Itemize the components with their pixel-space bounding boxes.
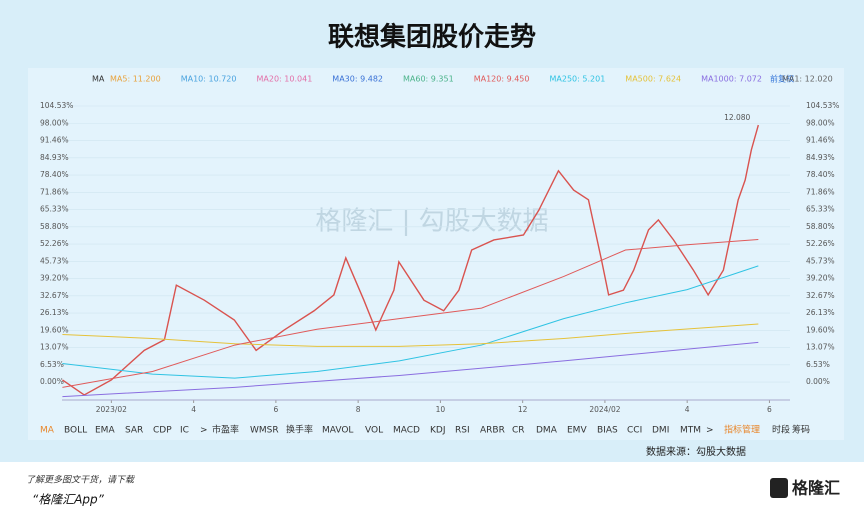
y-tick-label-right: 52.26%	[806, 239, 835, 248]
y-tick-label-right: 19.60%	[806, 325, 835, 334]
y-tick-label: 26.13%	[40, 308, 69, 317]
y-tick-label-right: 26.13%	[806, 308, 835, 317]
y-tick-label: 65.33%	[40, 205, 69, 214]
indicator-tab[interactable]: MTM	[680, 426, 701, 436]
y-tick-label-right: 6.53%	[806, 360, 830, 369]
y-tick-label-right: 65.33%	[806, 205, 835, 214]
indicator-tab[interactable]: RSI	[455, 426, 470, 436]
indicator-tab[interactable]: CDP	[153, 426, 172, 436]
legend-item: MA5: 11.200	[110, 75, 161, 84]
y-tick-label: 104.53%	[40, 101, 73, 110]
y-tick-label-right: 58.80%	[806, 222, 835, 231]
y-tick-label-right: 104.53%	[806, 101, 839, 110]
indicator-tab[interactable]: EMV	[567, 426, 587, 436]
legend-item: MA20: 10.041	[257, 75, 313, 84]
y-tick-label-right: 0.00%	[806, 377, 830, 386]
legend-label: MA	[92, 75, 105, 84]
y-tick-label: 32.67%	[40, 291, 69, 300]
y-tick-label-right: 39.20%	[806, 274, 835, 283]
legend-item: MA120: 9.450	[474, 75, 530, 84]
indicator-tab[interactable]: CCI	[627, 426, 642, 436]
indicator-tab[interactable]: 市盈率	[212, 424, 239, 436]
y-tick-label: 84.93%	[40, 153, 69, 162]
legend-item: MA30: 9.482	[332, 75, 383, 84]
indicator-tab[interactable]: 换手率	[286, 424, 313, 436]
ma-line	[62, 323, 759, 347]
ma-line	[62, 341, 759, 398]
indicator-tab[interactable]: CR	[512, 426, 525, 436]
footer-app: “格隆汇App”	[32, 493, 105, 507]
x-tick-label: 10	[436, 405, 446, 414]
ma-line	[62, 238, 759, 388]
indicator-tab[interactable]: WMSR	[250, 426, 279, 436]
x-tick-label: 4	[685, 405, 690, 414]
y-tick-label: 45.73%	[40, 256, 69, 265]
y-tick-label: 52.26%	[40, 239, 69, 248]
indicator-tab[interactable]: VOL	[365, 426, 383, 436]
indicator-tab[interactable]: BOLL	[64, 426, 87, 436]
legend-item: MA500: 7.624	[625, 75, 681, 84]
annotation: 12.080	[724, 113, 750, 122]
indicator-tab[interactable]: ARBR	[480, 426, 505, 436]
indicator-tab[interactable]: >	[200, 426, 208, 436]
y-tick-label: 71.86%	[40, 187, 69, 196]
panel	[28, 68, 844, 440]
y-tick-label-right: 13.07%	[806, 343, 835, 352]
legend-item: MA10: 10.720	[181, 75, 237, 84]
indicator-tab[interactable]: BIAS	[597, 426, 618, 436]
x-tick-label: 6	[273, 405, 278, 414]
y-tick-label: 19.60%	[40, 325, 69, 334]
x-tick-label: 6	[767, 405, 772, 414]
y-tick-label: 39.20%	[40, 274, 69, 283]
ma-line	[62, 265, 759, 379]
legend-item: MA250: 5.201	[550, 75, 606, 84]
indicator-tab[interactable]: 时段	[772, 424, 790, 436]
y-tick-label: 6.53%	[40, 360, 64, 369]
indicator-tab[interactable]: IC	[180, 426, 189, 436]
price-line	[62, 124, 760, 396]
indicator-tab[interactable]: DMA	[536, 426, 558, 436]
footer-note: 了解更多图文干货，请下载	[26, 475, 135, 486]
source: 数据来源：勾股大数据	[646, 445, 746, 458]
logo-icon	[770, 478, 788, 498]
y-tick-label-right: 98.00%	[806, 118, 835, 127]
y-tick-label-right: 32.67%	[806, 291, 835, 300]
x-tick-label: 8	[356, 405, 361, 414]
y-tick-label-right: 78.40%	[806, 170, 835, 179]
indicator-tab[interactable]: DMI	[652, 426, 669, 436]
x-tick-label: 2024/02	[589, 405, 620, 414]
x-tick-label: 4	[191, 405, 196, 414]
y-tick-label: 98.00%	[40, 118, 69, 127]
indicator-tab[interactable]: 筹码	[792, 424, 810, 436]
indicator-tab[interactable]: SAR	[125, 426, 143, 436]
y-tick-label: 0.00%	[40, 377, 64, 386]
footer-logo: 格隆汇	[792, 479, 840, 498]
y-tick-label-right: 84.93%	[806, 153, 835, 162]
y-tick-label-right: 91.46%	[806, 136, 835, 145]
indicator-tab[interactable]: KDJ	[430, 426, 446, 436]
adjust-label[interactable]: 前复权	[770, 74, 794, 84]
legend-item: MA60: 9.351	[403, 75, 454, 84]
x-tick-label: 12	[518, 405, 528, 414]
y-tick-label: 13.07%	[40, 343, 69, 352]
indicator-tab[interactable]: 指标管理	[724, 424, 760, 436]
legend-item: MA1: 12.020	[782, 75, 833, 84]
y-tick-label: 58.80%	[40, 222, 69, 231]
y-tick-label-right: 71.86%	[806, 187, 835, 196]
indicator-tab[interactable]: EMA	[95, 426, 115, 436]
indicator-tab[interactable]: MACD	[393, 426, 420, 436]
y-tick-label: 91.46%	[40, 136, 69, 145]
legend-item: MA1000: 7.072	[701, 75, 762, 84]
watermark: 格隆汇 | 勾股大数据	[315, 207, 548, 237]
x-tick-label: 2023/02	[96, 405, 127, 414]
indicator-tab[interactable]: MA	[40, 426, 55, 436]
y-tick-label-right: 45.73%	[806, 256, 835, 265]
indicator-tab[interactable]: MAVOL	[322, 426, 353, 436]
y-tick-label: 78.40%	[40, 170, 69, 179]
indicator-tab[interactable]: >	[706, 426, 714, 436]
footer-bg	[0, 462, 864, 528]
chart-title: 联想集团股价走势	[328, 22, 536, 53]
